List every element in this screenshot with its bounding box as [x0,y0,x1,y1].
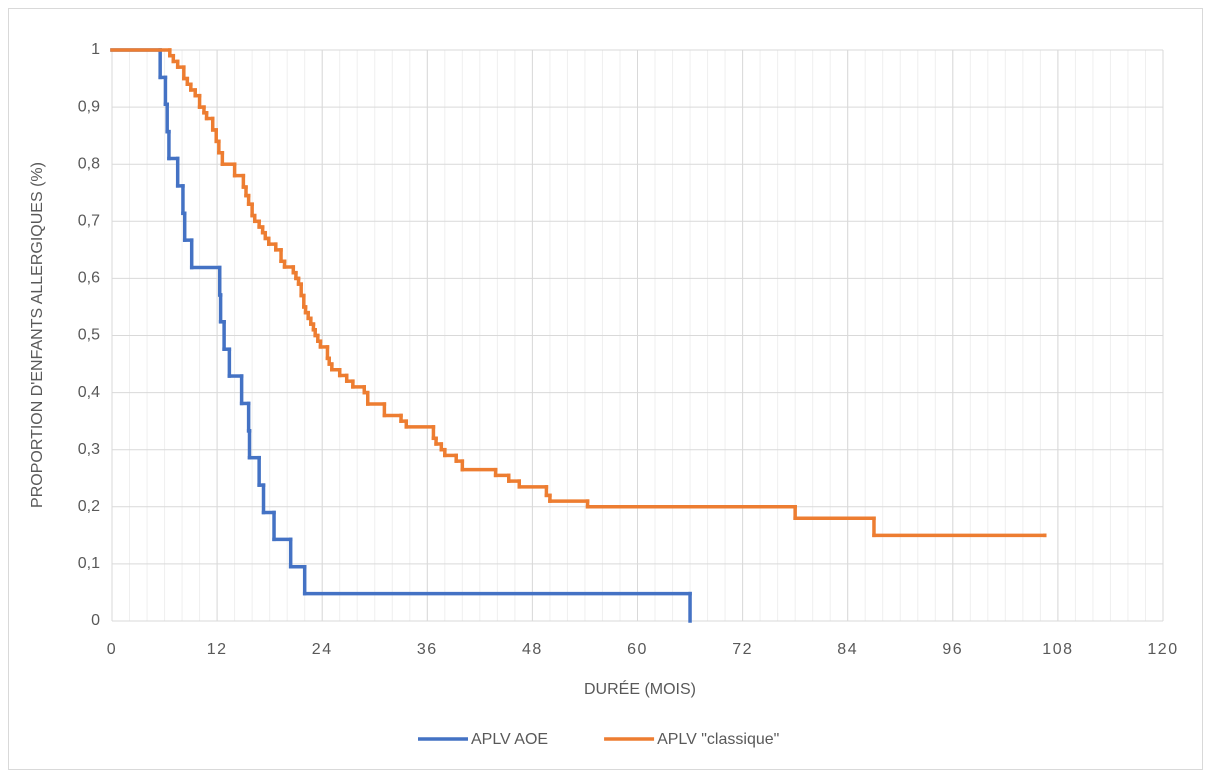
legend-label: APLV AOE [471,731,548,748]
y-tick-label: 0 [91,612,100,629]
x-tick-label: 108 [1042,641,1073,658]
x-tick-label: 84 [837,641,858,658]
y-tick-label: 0,7 [78,213,100,230]
y-tick-label: 0,9 [78,98,100,115]
x-tick-label: 36 [417,641,438,658]
x-tick-label: 0 [107,641,117,658]
x-tick-label: 48 [522,641,543,658]
y-tick-label: 0,2 [78,498,100,515]
x-tick-label: 96 [942,641,963,658]
y-tick-label: 0,8 [78,155,100,172]
y-tick-label: 0,3 [78,441,100,458]
x-tick-label: 12 [207,641,228,658]
chart-border [8,8,1203,770]
y-tick-label: 0,6 [78,270,100,287]
x-tick-label: 24 [312,641,333,658]
y-tick-label: 0,5 [78,327,100,344]
x-tick-label: 60 [627,641,648,658]
x-axis-title: DURÉE (MOIS) [584,679,696,698]
y-axis-title: PROPORTION D'ENFANTS ALLERGIQUES (%) [29,162,46,508]
y-tick-label: 0,4 [78,384,100,401]
x-tick-label: 120 [1147,641,1178,658]
y-tick-label: 0,1 [78,555,100,572]
x-tick-label: 72 [732,641,753,658]
legend-label: APLV "classique" [657,731,779,748]
y-tick-label: 1 [91,41,100,58]
